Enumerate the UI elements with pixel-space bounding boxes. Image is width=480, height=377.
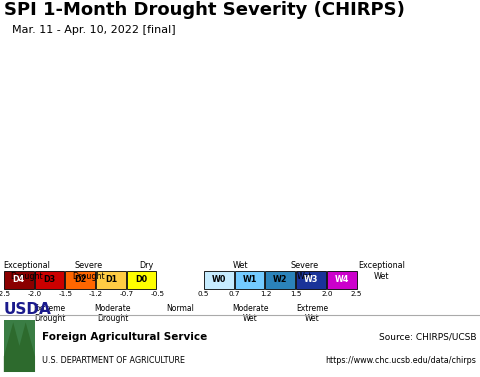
Text: Moderate
Wet: Moderate Wet — [232, 304, 269, 323]
Text: 2.0: 2.0 — [321, 291, 333, 297]
Text: U.S. DEPARTMENT OF AGRICULTURE: U.S. DEPARTMENT OF AGRICULTURE — [42, 356, 185, 365]
Text: D3: D3 — [43, 275, 56, 284]
Text: D1: D1 — [105, 275, 117, 284]
Text: D4: D4 — [12, 275, 25, 284]
Text: Extreme
Wet: Extreme Wet — [296, 304, 328, 323]
Text: D2: D2 — [74, 275, 86, 284]
Bar — [296, 271, 326, 288]
Text: Dry: Dry — [139, 261, 154, 270]
Bar — [35, 271, 64, 288]
Text: W0: W0 — [212, 275, 226, 284]
Bar — [65, 271, 95, 288]
Text: Severe
Drought: Severe Drought — [72, 261, 105, 280]
Text: W2: W2 — [273, 275, 288, 284]
Text: Foreign Agricultural Service: Foreign Agricultural Service — [42, 332, 207, 342]
Text: Exceptional
Wet: Exceptional Wet — [358, 261, 405, 280]
Bar — [4, 320, 35, 372]
Text: -0.5: -0.5 — [150, 291, 165, 297]
Text: Mar. 11 - Apr. 10, 2022 [final]: Mar. 11 - Apr. 10, 2022 [final] — [12, 25, 176, 35]
Text: W1: W1 — [242, 275, 257, 284]
Text: 1.5: 1.5 — [290, 291, 302, 297]
Text: Exceptional
Drought: Exceptional Drought — [3, 261, 50, 280]
Bar — [127, 271, 156, 288]
Bar — [204, 271, 234, 288]
Text: D0: D0 — [135, 275, 148, 284]
Text: Source: CHIRPS/UCSB: Source: CHIRPS/UCSB — [379, 332, 476, 341]
Text: SPI 1-Month Drought Severity (CHIRPS): SPI 1-Month Drought Severity (CHIRPS) — [4, 1, 405, 19]
Text: Severe
Wet: Severe Wet — [291, 261, 319, 280]
Text: https://www.chc.ucsb.edu/data/chirps: https://www.chc.ucsb.edu/data/chirps — [325, 356, 476, 365]
Text: Moderate
Drought: Moderate Drought — [95, 304, 131, 323]
Polygon shape — [4, 322, 35, 372]
Text: W4: W4 — [335, 275, 349, 284]
Text: -0.7: -0.7 — [120, 291, 134, 297]
Text: Wet: Wet — [232, 261, 248, 270]
Text: W3: W3 — [304, 275, 318, 284]
Bar — [235, 271, 264, 288]
Text: -2.0: -2.0 — [27, 291, 42, 297]
Bar — [327, 271, 357, 288]
Bar — [4, 271, 34, 288]
Text: 0.5: 0.5 — [197, 291, 209, 297]
Bar — [157, 271, 203, 288]
Text: 2.5: 2.5 — [351, 291, 362, 297]
Text: 0.7: 0.7 — [229, 291, 240, 297]
Bar — [265, 271, 295, 288]
Bar — [96, 271, 126, 288]
Text: -1.5: -1.5 — [58, 291, 72, 297]
Text: Extreme
Drought: Extreme Drought — [34, 304, 65, 323]
Text: Normal: Normal — [166, 304, 194, 313]
Text: -2.5: -2.5 — [0, 291, 11, 297]
Text: USDA: USDA — [4, 302, 51, 317]
Text: 1.2: 1.2 — [260, 291, 271, 297]
Text: -1.2: -1.2 — [89, 291, 103, 297]
